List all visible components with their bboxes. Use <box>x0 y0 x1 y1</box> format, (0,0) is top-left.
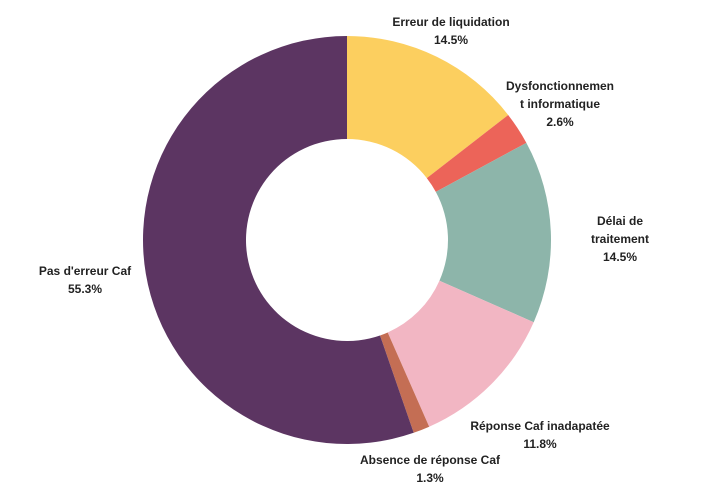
donut-slice <box>347 36 509 179</box>
donut-slice <box>387 280 534 427</box>
value-label: 1.3% <box>416 471 444 485</box>
category-label: Réponse Caf inadapatée <box>470 419 610 433</box>
value-label: 55.3% <box>67 282 103 296</box>
slice-label: Dysfonctionnement informatique 2.6% <box>505 77 615 131</box>
donut-slice <box>380 332 430 433</box>
category-label: Dysfonctionnement informatique <box>505 79 614 111</box>
slice-label: Pas d'erreur Caf 55.3% <box>39 262 131 298</box>
donut-slice <box>435 142 552 323</box>
donut-slice <box>143 36 414 444</box>
category-label: Délai de traitement <box>590 214 649 246</box>
value-label: 2.6% <box>546 115 574 129</box>
slice-label: Erreur de liquidation 14.5% <box>392 13 509 49</box>
slice-label: Réponse Caf inadapatée 11.8% <box>470 417 609 453</box>
value-label: 14.5% <box>433 33 469 47</box>
donut-slice <box>426 114 527 192</box>
slice-label: Absence de réponse Caf 1.3% <box>360 451 500 487</box>
slice-label: Délai de traitement 14.5% <box>572 212 668 266</box>
value-label: 14.5% <box>602 250 638 264</box>
category-label: Erreur de liquidation <box>392 15 510 29</box>
category-label: Absence de réponse Caf <box>359 453 501 467</box>
category-label: Pas d'erreur Caf <box>38 264 132 278</box>
value-label: 11.8% <box>523 437 557 451</box>
